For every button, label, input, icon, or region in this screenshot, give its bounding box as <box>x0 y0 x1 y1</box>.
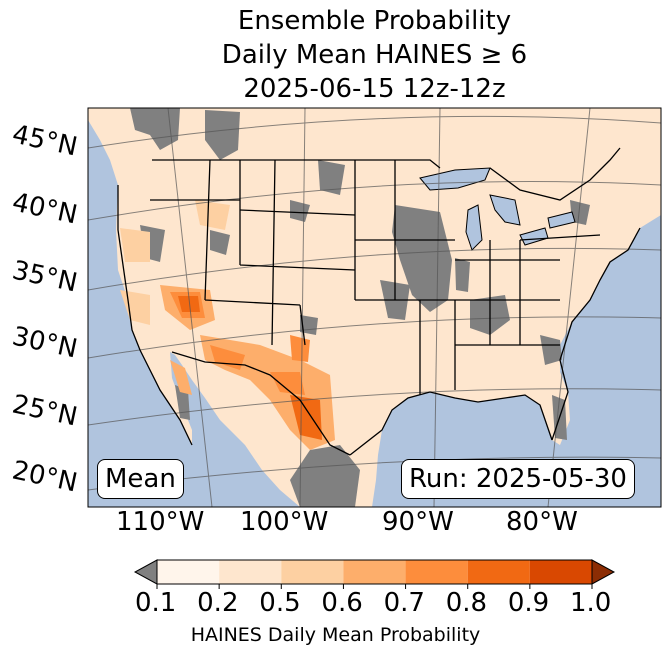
lon-label-110: 110°W <box>116 507 205 537</box>
great-lakes <box>419 167 576 251</box>
colorbar-tick-label: 0.1 <box>135 588 177 618</box>
colorbar-tick-label: 0.6 <box>321 588 363 618</box>
map-title-line2: Daily Mean HAINES ≥ 6 <box>221 40 528 70</box>
colorbar-tick-label: 0.9 <box>507 588 550 618</box>
lon-label-100: 100°W <box>240 507 329 537</box>
colorbar-segment <box>529 560 592 584</box>
colorbar-segment <box>219 560 282 584</box>
colorbar-over-arrow <box>591 559 616 585</box>
lon-label-90: 90°W <box>382 507 454 537</box>
colorbar-label: HAINES Daily Mean Probability <box>190 624 481 646</box>
colorbar-segment <box>157 560 220 584</box>
colorbar-segment <box>405 560 468 584</box>
colorbar-tick-label: 1.0 <box>570 588 612 618</box>
colorbar-segment <box>281 560 344 584</box>
colorbar-segment <box>467 560 530 584</box>
colorbar-tick-label: 0.5 <box>259 588 301 618</box>
map-frame <box>87 107 662 508</box>
colorbar-tick-label: 0.7 <box>383 588 425 618</box>
colorbar-outline <box>156 559 593 585</box>
map-title-line1: Ensemble Probability <box>237 6 512 36</box>
colorbar <box>133 559 616 589</box>
colorbar-under-arrow <box>133 559 158 585</box>
lon-label-80: 80°W <box>506 507 578 537</box>
borders <box>117 147 641 456</box>
run-box: Run: 2025-05-30 <box>401 459 635 499</box>
map-title-line3: 2025-06-15 12z-12z <box>243 74 506 104</box>
stat-box: Mean <box>97 459 184 499</box>
colorbar-tick-label: 0.2 <box>197 588 239 618</box>
colorbar-segment <box>343 560 406 584</box>
colorbar-tick-label: 0.8 <box>445 588 488 618</box>
